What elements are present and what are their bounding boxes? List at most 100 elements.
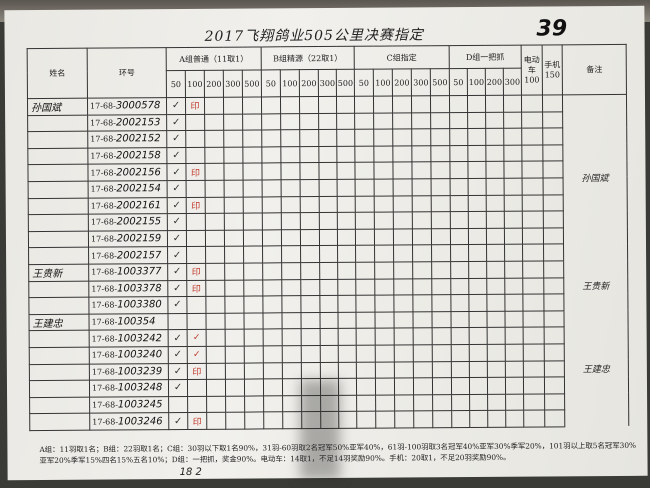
entry-cell bbox=[356, 345, 376, 362]
ring-number: 17-68-2002156 bbox=[87, 163, 168, 182]
entry-cell bbox=[486, 261, 505, 278]
entry-cell bbox=[374, 178, 394, 196]
ring-prefix: 17-68- bbox=[92, 417, 119, 427]
entry-cell bbox=[225, 412, 245, 430]
entry-cell bbox=[319, 295, 338, 313]
entry-cell bbox=[394, 361, 414, 379]
entry-cell bbox=[281, 196, 301, 213]
a50-mark: ✓ bbox=[166, 130, 186, 148]
entry-cell bbox=[281, 179, 301, 197]
entry-cell bbox=[338, 411, 357, 429]
entry-cell bbox=[522, 277, 544, 295]
entry-cell bbox=[521, 161, 544, 179]
entry-cell bbox=[450, 244, 469, 262]
entry-cell bbox=[412, 294, 432, 312]
entry-cell bbox=[336, 146, 355, 163]
entry-cell bbox=[432, 410, 452, 428]
header-ebike: 电动车100 bbox=[521, 44, 543, 96]
entry-cell bbox=[300, 245, 320, 263]
entry-cell bbox=[505, 410, 524, 428]
a50-mark bbox=[168, 396, 188, 413]
entry-cell bbox=[392, 129, 412, 146]
entry-cell bbox=[521, 94, 543, 112]
entry-cell bbox=[243, 296, 263, 313]
entry-cell bbox=[505, 327, 524, 345]
entry-cell bbox=[431, 195, 451, 212]
entry-cell bbox=[281, 229, 301, 247]
entry-cell bbox=[523, 377, 545, 394]
entry-cell bbox=[356, 411, 376, 429]
entry-cell bbox=[244, 345, 264, 363]
entry-cell bbox=[392, 145, 412, 163]
entry-cell bbox=[355, 245, 375, 263]
entry-cell bbox=[223, 130, 243, 147]
entry-cell bbox=[504, 194, 523, 212]
entry-cell bbox=[318, 146, 337, 163]
entry-cell bbox=[206, 379, 226, 397]
entry-cell bbox=[523, 327, 545, 345]
ring-id: 2002161 bbox=[116, 200, 162, 212]
entry-cell bbox=[432, 361, 452, 378]
ring-prefix: 17-68- bbox=[90, 217, 117, 228]
ring-id: 100354 bbox=[117, 316, 156, 328]
entry-cell bbox=[262, 295, 282, 313]
entry-cell bbox=[469, 360, 488, 378]
owner-name bbox=[27, 131, 88, 149]
entry-cell bbox=[243, 246, 263, 264]
entry-cell bbox=[225, 379, 245, 396]
entry-cell bbox=[467, 128, 486, 146]
entry-cell bbox=[412, 245, 432, 262]
entry-cell bbox=[544, 343, 565, 361]
header-d-50: 50 bbox=[449, 68, 468, 96]
entry-cell bbox=[411, 162, 432, 179]
entry-cell bbox=[320, 361, 339, 379]
entry-cell bbox=[467, 95, 486, 113]
owner-name bbox=[29, 330, 90, 348]
entry-cell bbox=[282, 411, 302, 429]
entry-cell bbox=[431, 244, 451, 262]
ring-id: 1003378 bbox=[117, 282, 162, 295]
entry-cell bbox=[375, 411, 395, 429]
entry-cell bbox=[355, 262, 375, 279]
entry-cell bbox=[300, 179, 320, 197]
header-b-500: 500 bbox=[336, 69, 355, 97]
header-ring: 环号 bbox=[87, 47, 167, 99]
remark-cell: 王贵新 bbox=[563, 260, 628, 311]
entry-cell bbox=[354, 96, 374, 113]
entry-cell bbox=[394, 411, 414, 428]
entry-cell bbox=[468, 228, 487, 245]
entry-cell bbox=[299, 113, 319, 130]
entry-cell bbox=[300, 312, 321, 329]
entry-cell bbox=[412, 261, 432, 279]
entry-cell bbox=[224, 196, 244, 214]
entry-cell bbox=[281, 312, 302, 330]
header-group-d: D组一把抓 bbox=[449, 45, 522, 69]
entry-cell bbox=[205, 196, 225, 214]
header-c-200: 200 bbox=[392, 68, 412, 97]
entry-cell bbox=[373, 145, 393, 163]
entry-cell bbox=[242, 96, 262, 114]
entry-cell bbox=[522, 211, 544, 228]
owner-name bbox=[28, 197, 89, 215]
entry-cell bbox=[522, 260, 544, 278]
ring-number: 17-68-2002152 bbox=[87, 130, 167, 148]
entry-cell bbox=[543, 210, 564, 228]
entry-cell bbox=[243, 262, 263, 280]
a100-mark bbox=[187, 379, 207, 397]
entry-cell bbox=[413, 344, 433, 362]
entry-cell bbox=[224, 229, 244, 247]
ring-number: 17-68-1003246 bbox=[89, 412, 169, 431]
a50-mark: ✓ bbox=[167, 213, 187, 231]
entry-cell bbox=[280, 113, 300, 131]
entry-cell bbox=[373, 112, 393, 130]
entry-cell bbox=[374, 311, 395, 329]
entry-cell bbox=[469, 394, 488, 411]
entry-cell bbox=[301, 362, 321, 379]
entry-cell bbox=[544, 393, 565, 411]
ring-number: 17-68-2002155 bbox=[88, 213, 168, 231]
entry-cell bbox=[413, 328, 433, 345]
entry-cell bbox=[523, 393, 545, 411]
entry-cell bbox=[393, 278, 413, 296]
entry-cell bbox=[318, 96, 337, 114]
entry-cell bbox=[356, 394, 376, 412]
